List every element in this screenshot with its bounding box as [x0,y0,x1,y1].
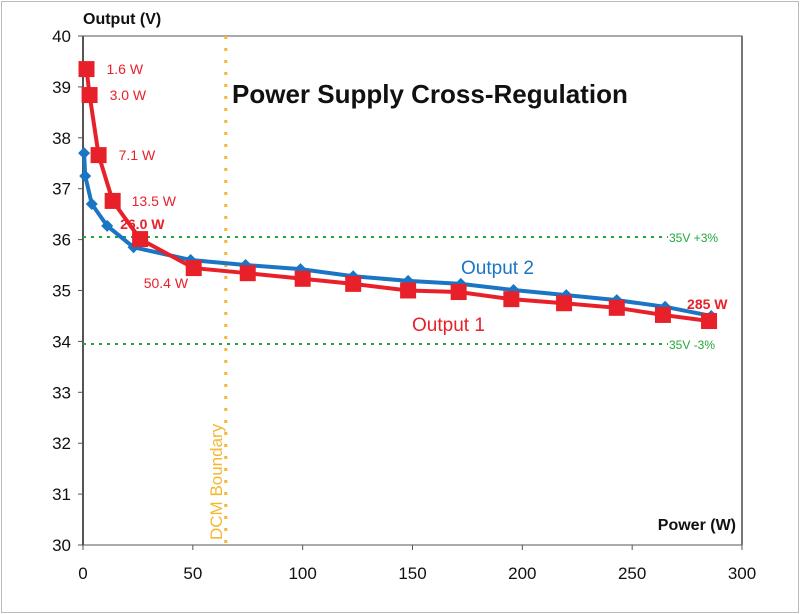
y-axis-label: Output (V) [83,11,161,28]
point-label: 1.6 W [107,61,144,77]
point-label: 285 W [687,296,728,312]
data-point-square [78,61,95,78]
x-tick-label: 200 [508,564,536,583]
data-point-square [345,275,362,292]
data-point-square [104,192,121,209]
reference-line-label: 35V -3% [669,338,715,352]
data-point-square [556,295,573,312]
y-tick-label: 36 [52,231,71,250]
y-tick-label: 37 [52,180,71,199]
data-point-diamond [101,219,114,232]
series-line-output-1 [84,68,710,324]
y-tick-label: 33 [52,383,71,402]
x-tick-label: 150 [398,564,426,583]
x-axis-label: Power (W) [658,517,736,534]
data-point-diamond [79,169,92,182]
point-label: 50.4 W [144,275,189,291]
data-point-diamond [85,197,98,210]
point-label: 13.5 W [132,193,177,209]
point-label: 7.1 W [119,147,156,163]
data-point-square [239,265,256,282]
data-point-square [450,284,467,301]
reference-line-label: 35V +3% [669,231,718,245]
y-tick-label: 38 [52,129,71,148]
data-point-square [701,313,718,330]
series-line-output-2 [82,152,712,318]
data-point-square [400,282,417,299]
data-point-square [81,87,98,104]
y-tick-label: 40 [52,27,71,46]
data-point-square [132,231,149,248]
data-point-square [654,306,671,323]
x-tick-label: 300 [728,564,756,583]
x-tick-label: 50 [183,564,202,583]
y-tick-label: 31 [52,485,71,504]
data-point-diamond [78,147,91,160]
y-tick-label: 39 [52,78,71,97]
dcm-boundary-label: DCM Boundary [207,423,226,540]
x-tick-label: 0 [78,564,87,583]
series-label-output-1: Output 1 [412,315,485,336]
y-tick-label: 30 [52,536,71,555]
x-tick-label: 250 [618,564,646,583]
chart-title: Power Supply Cross-Regulation [232,79,628,109]
data-point-square [90,147,107,164]
data-point-square [185,260,202,277]
data-point-square [608,299,625,316]
point-label: 26.0 W [120,216,165,232]
y-tick-label: 35 [52,282,71,301]
x-tick-label: 100 [288,564,316,583]
data-point-square [294,270,311,287]
y-tick-label: 34 [52,332,71,351]
series-label-output-2: Output 2 [461,258,534,279]
y-tick-label: 32 [52,434,71,453]
data-point-square [503,291,520,308]
point-label: 3.0 W [110,87,147,103]
